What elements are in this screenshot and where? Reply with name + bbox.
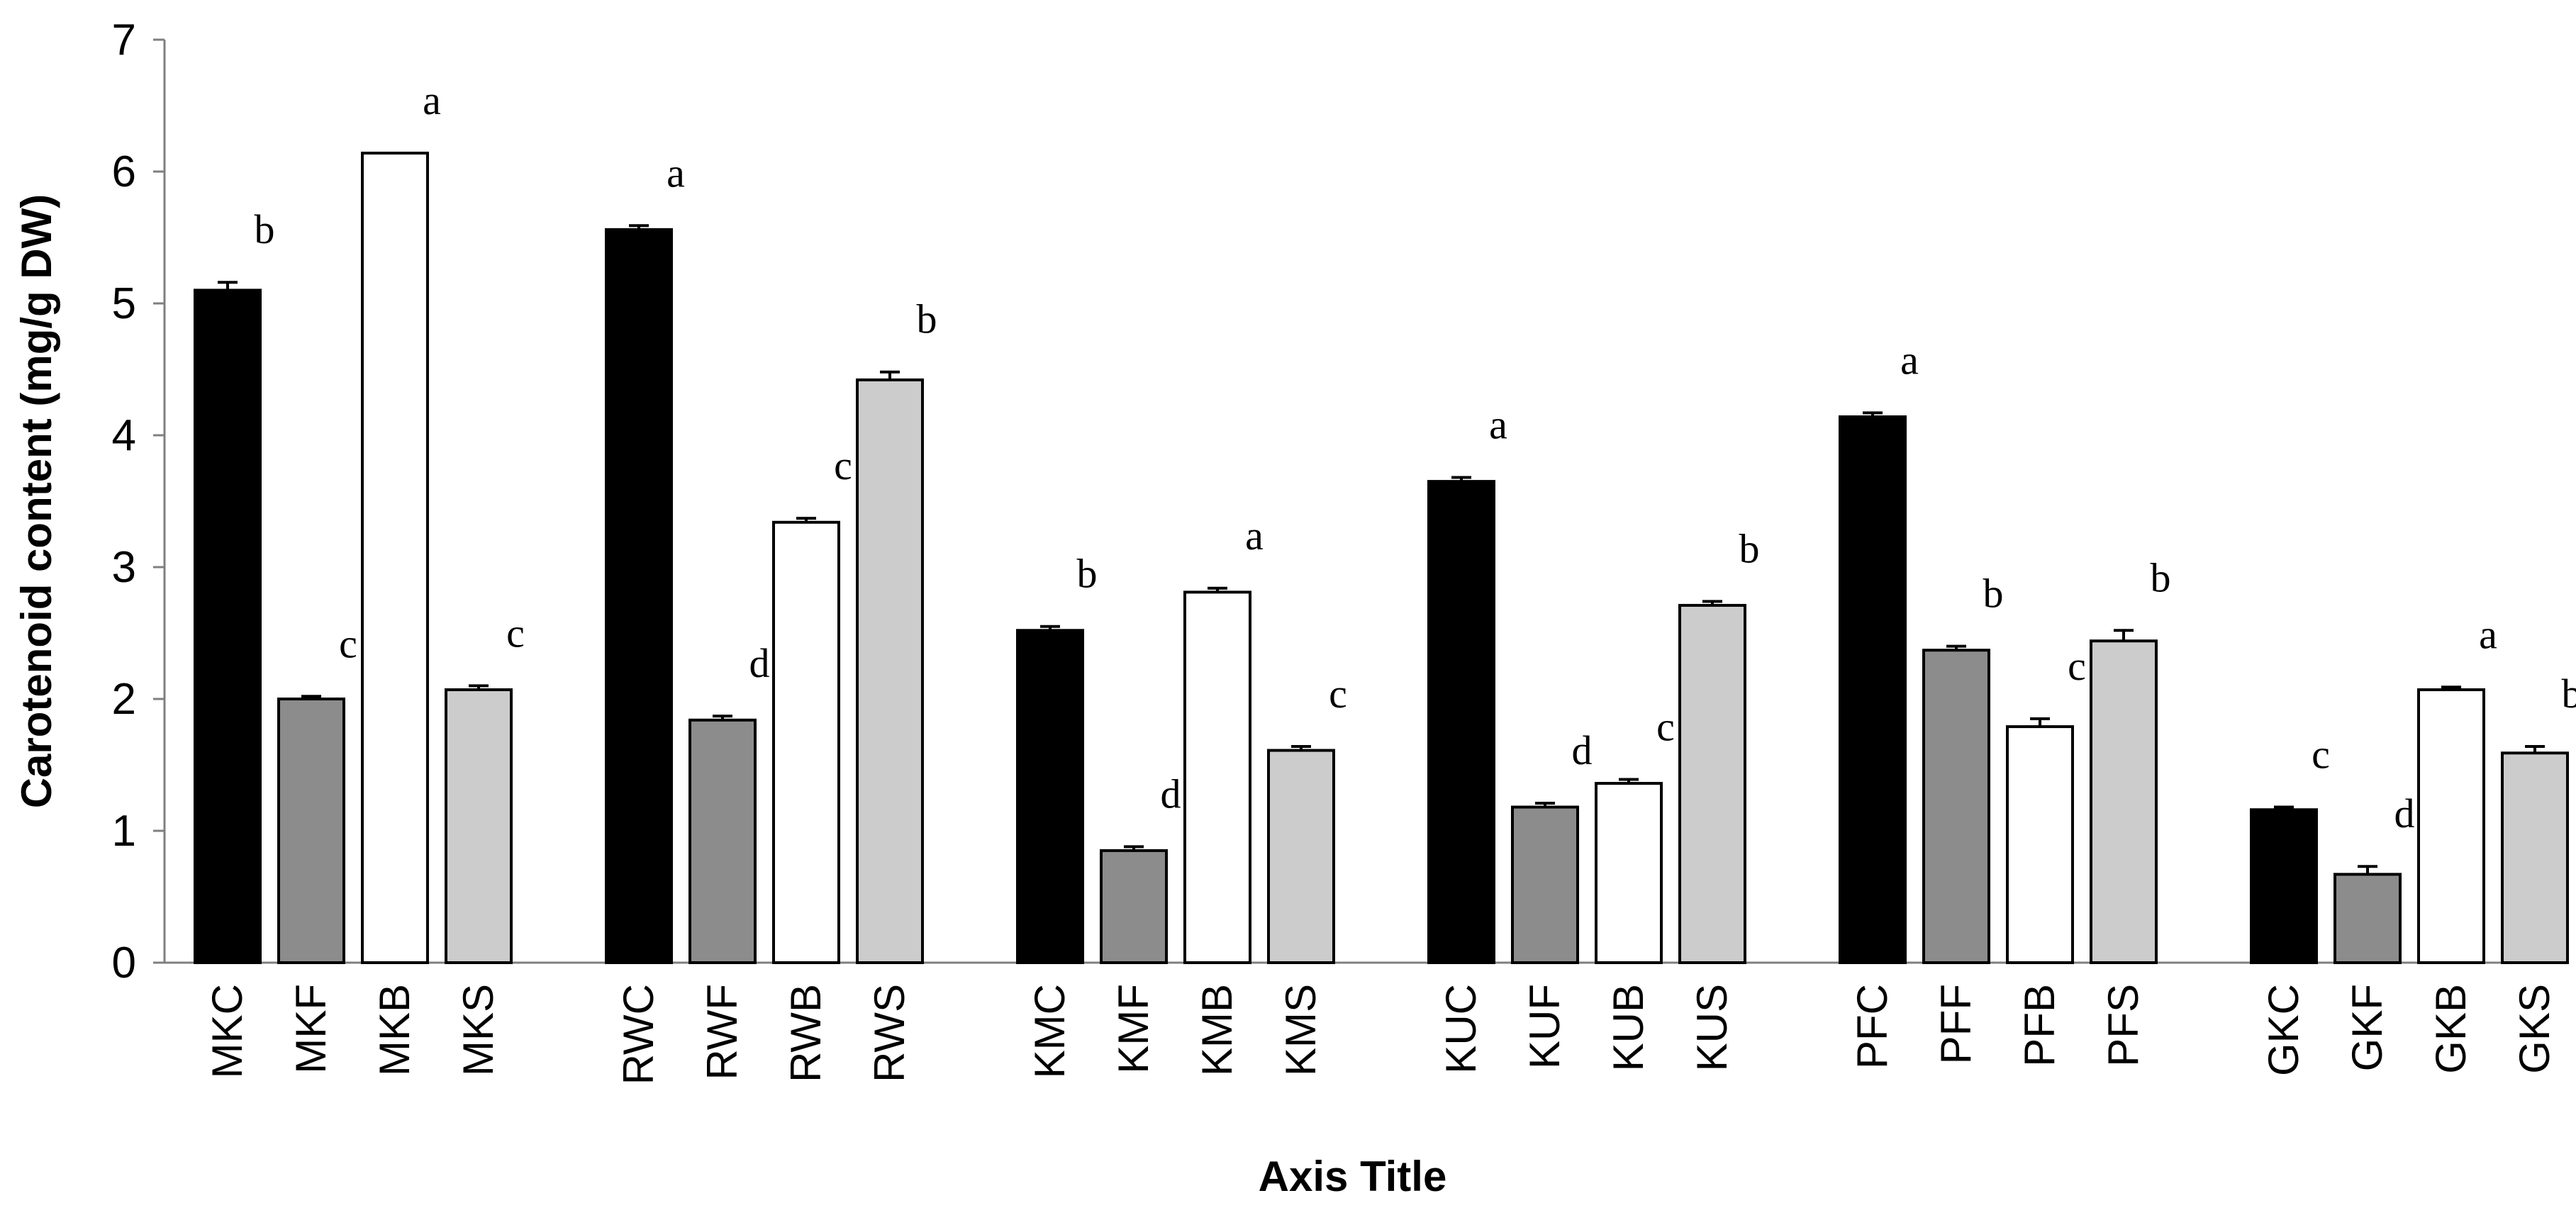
- x-tick-label: KMB: [1193, 984, 1241, 1076]
- bar-mkc: [194, 289, 262, 964]
- x-tick-label: RWS: [866, 984, 913, 1082]
- significance-label: b: [2151, 554, 2171, 600]
- bar-group-ku: a KUC d KUF c KUB b KUS: [1427, 402, 1760, 1074]
- x-tick-label: KUC: [1437, 984, 1485, 1074]
- bar-kmc: [1016, 629, 1084, 965]
- significance-label: d: [1572, 727, 1593, 773]
- bar-kmb: [1183, 591, 1251, 964]
- bar-pfs: [2090, 639, 2158, 964]
- x-tick-label: GKF: [2343, 984, 2391, 1071]
- bar-pfb: [2006, 725, 2074, 965]
- bar-rwc: [605, 228, 673, 965]
- bar-gkc: [2250, 808, 2318, 964]
- x-tick-label: RWC: [615, 984, 662, 1085]
- significance-label: a: [1245, 513, 1264, 559]
- bar-group-gk: c GKC d GKF a GKB b GKS: [2250, 611, 2576, 1076]
- bar-kuf: [1511, 805, 1579, 965]
- x-tick-label: GKC: [2260, 984, 2307, 1076]
- significance-label: a: [2479, 611, 2497, 657]
- bar-kmf: [1100, 849, 1168, 965]
- bar-rws: [856, 378, 924, 964]
- bar-kms: [1267, 749, 1335, 965]
- y-tick-label: 2: [112, 675, 136, 724]
- y-tick-label: 1: [112, 807, 136, 856]
- bar-pfc: [1839, 415, 1907, 964]
- significance-label: c: [339, 620, 357, 666]
- x-tick-label: PFC: [1849, 984, 1896, 1069]
- x-axis-title: Axis Title: [1259, 1153, 1447, 1200]
- significance-label: d: [2394, 790, 2415, 836]
- x-tick-label: KMF: [1110, 984, 1157, 1074]
- significance-label: c: [2312, 732, 2330, 778]
- x-tick-label: MKB: [371, 984, 418, 1076]
- significance-label: b: [1077, 551, 1098, 597]
- bar-rwb: [772, 520, 840, 964]
- bar-mks: [445, 688, 513, 964]
- x-tick-label: KUB: [1605, 984, 1652, 1071]
- bar-kuc: [1427, 480, 1495, 964]
- x-tick-label: PFS: [2100, 984, 2147, 1067]
- significance-label: b: [255, 206, 275, 252]
- y-axis-title: Carotenoid content (mg/g DW): [13, 194, 60, 809]
- x-tick-label: KMC: [1026, 984, 1074, 1078]
- y-tick-label: 6: [112, 147, 136, 196]
- significance-label: c: [834, 442, 852, 488]
- significance-label: b: [917, 296, 937, 342]
- bar-kus: [1678, 603, 1746, 964]
- bar-kub: [1595, 782, 1663, 965]
- bar-gks: [2501, 751, 2569, 964]
- significance-label: c: [506, 610, 525, 656]
- y-tick-label: 5: [112, 279, 136, 328]
- x-tick-label: KUS: [1688, 984, 1736, 1071]
- x-tick-label: MKC: [203, 984, 251, 1078]
- y-tick-label: 4: [112, 411, 136, 460]
- significance-label: b: [1983, 571, 2004, 617]
- bar-mkb: [361, 151, 429, 965]
- significance-label: d: [1161, 771, 1181, 817]
- y-axis: 0 1 2 3 4 5 6 7: [112, 16, 166, 987]
- x-tick-label: RWB: [782, 984, 830, 1082]
- x-tick-label: RWF: [698, 984, 746, 1080]
- x-tick-label: PFF: [1932, 984, 1980, 1064]
- significance-label: a: [1900, 337, 1919, 383]
- bar-group-rw: a RWC d RWF c RWB b RWS: [605, 150, 937, 1085]
- significance-label: d: [749, 640, 770, 686]
- significance-label: a: [1489, 402, 1507, 448]
- x-tick-label: PFB: [2016, 984, 2063, 1067]
- significance-label: b: [1739, 525, 1760, 571]
- x-tick-label: GKB: [2427, 984, 2475, 1074]
- bar-gkb: [2417, 688, 2485, 964]
- significance-label: c: [1329, 671, 1347, 717]
- y-tick-label: 0: [112, 939, 136, 987]
- bar-pff: [1922, 649, 1990, 964]
- bar-rwf: [688, 718, 757, 964]
- bar-group-km: b KMC d KMF a KMB c KMS: [1016, 513, 1347, 1078]
- significance-label: a: [423, 77, 441, 123]
- significance-label: c: [1656, 703, 1675, 749]
- y-tick-label: 3: [112, 543, 136, 592]
- x-tick-label: KMS: [1277, 984, 1325, 1076]
- x-tick-label: GKS: [2511, 984, 2558, 1074]
- bar-group-pf: a PFC b PFF c PFB b PFS: [1839, 337, 2171, 1069]
- y-tick-label: 7: [112, 16, 136, 65]
- bar-group-mk: b MKC c MKF a MKB c MKS: [194, 77, 525, 1078]
- significance-label: b: [2562, 671, 2576, 717]
- x-tick-label: MKF: [287, 984, 335, 1074]
- significance-label: a: [667, 150, 685, 196]
- x-tick-label: MKS: [455, 984, 502, 1076]
- bar-mkf: [277, 698, 345, 964]
- x-tick-label: KUF: [1521, 984, 1568, 1069]
- bar-gkf: [2334, 873, 2402, 965]
- bars: b MKC c MKF a MKB c MKS a RWC d RWF c RWB b RWS b KMC d KMF…: [194, 77, 2576, 1085]
- significance-label: c: [2068, 643, 2086, 689]
